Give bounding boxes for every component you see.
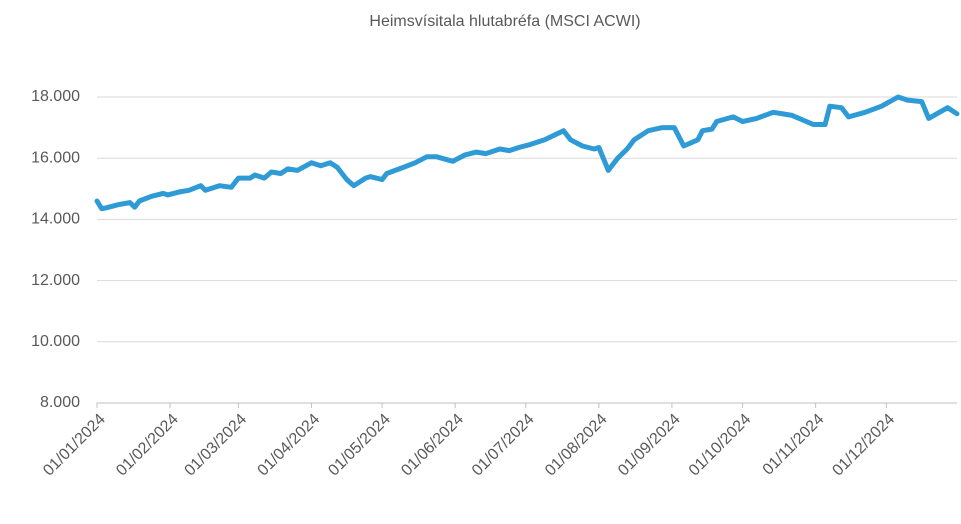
chart-title: Heimsvísitala hlutabréfa (MSCI ACWI) bbox=[369, 13, 640, 30]
y-tick-label: 18.000 bbox=[31, 88, 80, 105]
y-tick-label: 10.000 bbox=[31, 333, 80, 350]
x-tick-label: 01/03/2024 bbox=[182, 411, 251, 480]
x-tick-label: 01/07/2024 bbox=[469, 411, 538, 480]
x-tick-label: 01/01/2024 bbox=[40, 411, 109, 480]
x-tick-label: 01/12/2024 bbox=[829, 411, 898, 480]
x-tick-label: 01/05/2024 bbox=[325, 411, 394, 480]
x-tick-label: 01/06/2024 bbox=[398, 411, 467, 480]
x-tick-label: 01/10/2024 bbox=[686, 411, 755, 480]
x-tick-label: 01/04/2024 bbox=[255, 411, 324, 480]
y-tick-label: 16.000 bbox=[31, 149, 80, 166]
y-tick-label: 8.000 bbox=[40, 394, 80, 411]
data-line bbox=[94, 94, 960, 212]
y-tick-label: 12.000 bbox=[31, 272, 80, 289]
y-tick-label: 14.000 bbox=[31, 211, 80, 228]
x-tick-label: 01/02/2024 bbox=[113, 411, 182, 480]
x-tick-label: 01/08/2024 bbox=[542, 411, 611, 480]
x-tick-label: 01/09/2024 bbox=[615, 411, 684, 480]
x-tick-label: 01/11/2024 bbox=[760, 411, 828, 479]
